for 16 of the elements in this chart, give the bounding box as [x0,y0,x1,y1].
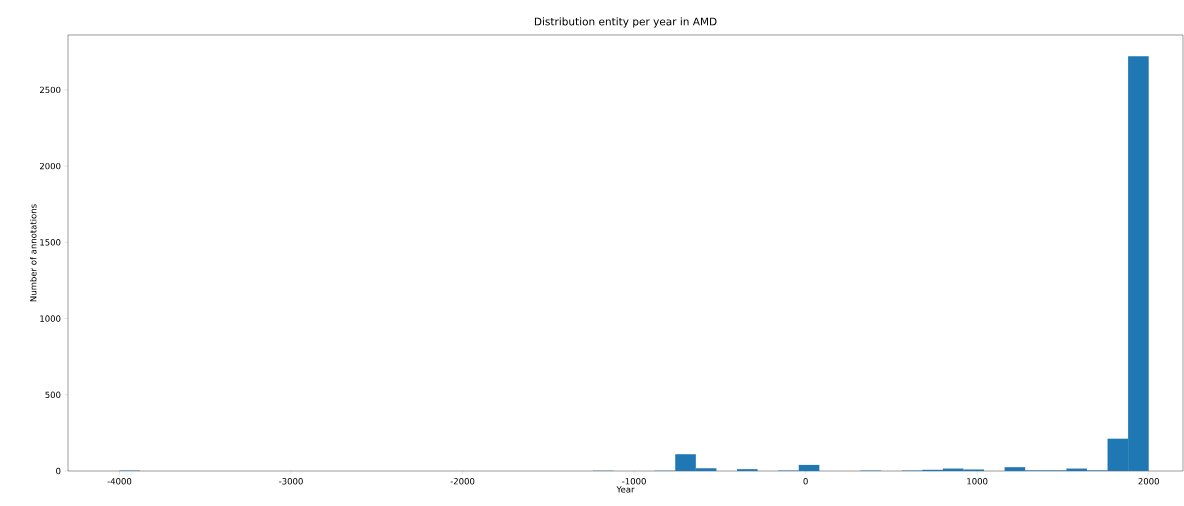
x-tick-label: -2000 [450,478,475,485]
x-tick-label: 0 [803,478,808,485]
x-tick-label: -3000 [279,478,303,485]
x-tick-label: -4000 [107,478,132,485]
chart-title: Distribution entity per year in AMD [534,17,717,28]
x-tick-label: 1000 [967,478,988,485]
y-axis-title: Number of annotations [29,204,37,302]
x-tick-label: 2000 [1138,478,1159,485]
y-tick-label: 2000 [39,162,61,170]
y-tick-label: 1000 [40,315,61,322]
y-tick-label: 2500 [39,86,61,94]
y-tick-label: 500 [45,391,61,398]
x-tick-label: -1000 [622,478,646,485]
x-axis-title: Year [616,486,635,493]
y-tick-label: 1500 [40,239,61,246]
y-tick-label: 0 [56,467,61,475]
